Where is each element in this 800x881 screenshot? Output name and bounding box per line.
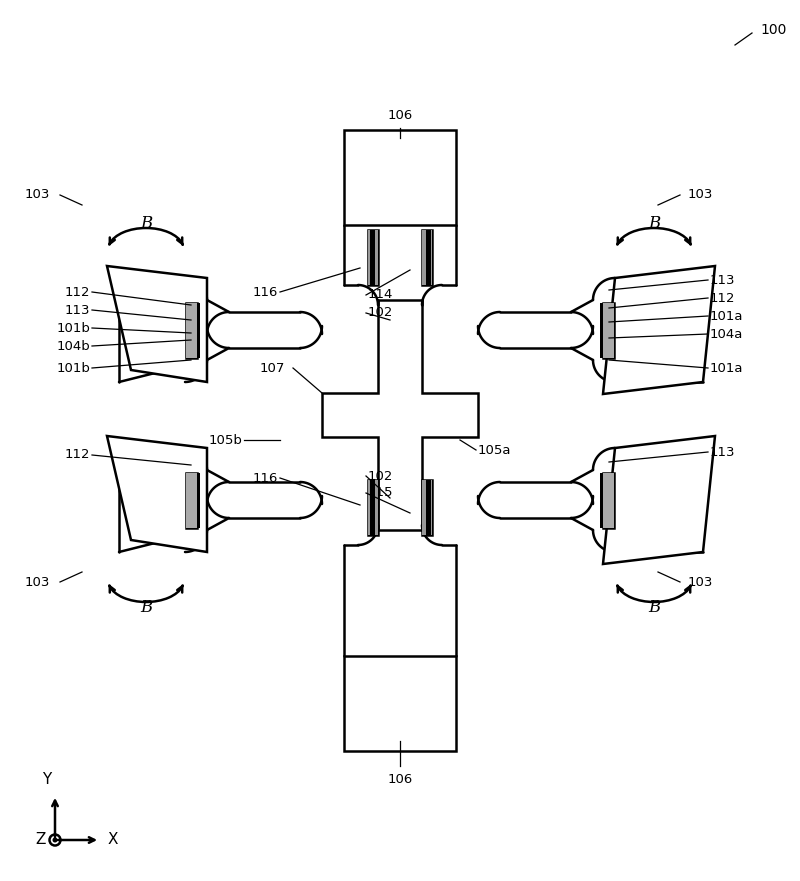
Bar (422, 480, 432, 535)
Bar (426, 480, 431, 535)
Text: 101a: 101a (710, 361, 743, 374)
Text: B: B (648, 214, 660, 232)
Text: 100: 100 (760, 23, 786, 37)
Text: 112: 112 (710, 292, 735, 305)
Text: 114: 114 (368, 288, 394, 301)
Polygon shape (107, 436, 207, 552)
Bar (422, 230, 432, 285)
Bar (422, 230, 432, 285)
Polygon shape (107, 266, 207, 382)
Bar (600, 303, 603, 358)
Bar (197, 473, 200, 528)
Text: 104b: 104b (56, 339, 90, 352)
Text: 106: 106 (387, 109, 413, 122)
Text: 102: 102 (368, 307, 394, 320)
Bar (186, 303, 197, 358)
Text: 102: 102 (368, 470, 394, 483)
Polygon shape (322, 300, 478, 530)
Text: 101b: 101b (56, 322, 90, 335)
Bar (368, 480, 378, 535)
Text: 116: 116 (253, 471, 278, 485)
Bar (368, 480, 378, 535)
Text: 115: 115 (368, 486, 394, 500)
Circle shape (53, 838, 57, 842)
Text: 103: 103 (25, 575, 50, 589)
Bar (344, 656, 456, 751)
Bar (426, 230, 431, 285)
Text: 116: 116 (253, 285, 278, 299)
Text: Z: Z (36, 833, 46, 848)
Bar (603, 303, 614, 358)
Text: 103: 103 (25, 189, 50, 202)
Bar (344, 130, 456, 225)
Bar (186, 473, 197, 528)
Text: 103: 103 (688, 189, 714, 202)
Bar (603, 473, 614, 528)
Text: B: B (648, 598, 660, 616)
Text: 113: 113 (65, 303, 90, 316)
Text: 101a: 101a (710, 309, 743, 322)
Text: 113: 113 (710, 273, 735, 286)
Text: B: B (140, 598, 152, 616)
Text: 107: 107 (260, 361, 286, 374)
Bar (368, 230, 378, 285)
Bar (600, 473, 603, 528)
Text: 105b: 105b (208, 433, 242, 447)
Bar (603, 473, 614, 528)
Bar (197, 303, 200, 358)
Bar (186, 473, 197, 528)
Bar (370, 480, 375, 535)
Text: 106: 106 (387, 773, 413, 786)
Text: X: X (108, 833, 118, 848)
Text: 105a: 105a (478, 443, 511, 456)
Text: 104a: 104a (710, 328, 743, 340)
Bar (368, 230, 378, 285)
Text: 113: 113 (710, 446, 735, 458)
Text: 112: 112 (65, 285, 90, 299)
Text: B: B (140, 214, 152, 232)
Text: 101b: 101b (56, 361, 90, 374)
Text: 112: 112 (65, 448, 90, 462)
Bar (422, 480, 432, 535)
Bar (603, 303, 614, 358)
Bar (370, 230, 375, 285)
Polygon shape (603, 266, 715, 394)
Text: 103: 103 (688, 575, 714, 589)
Polygon shape (603, 436, 715, 564)
Bar (186, 303, 197, 358)
Text: Y: Y (42, 772, 52, 787)
